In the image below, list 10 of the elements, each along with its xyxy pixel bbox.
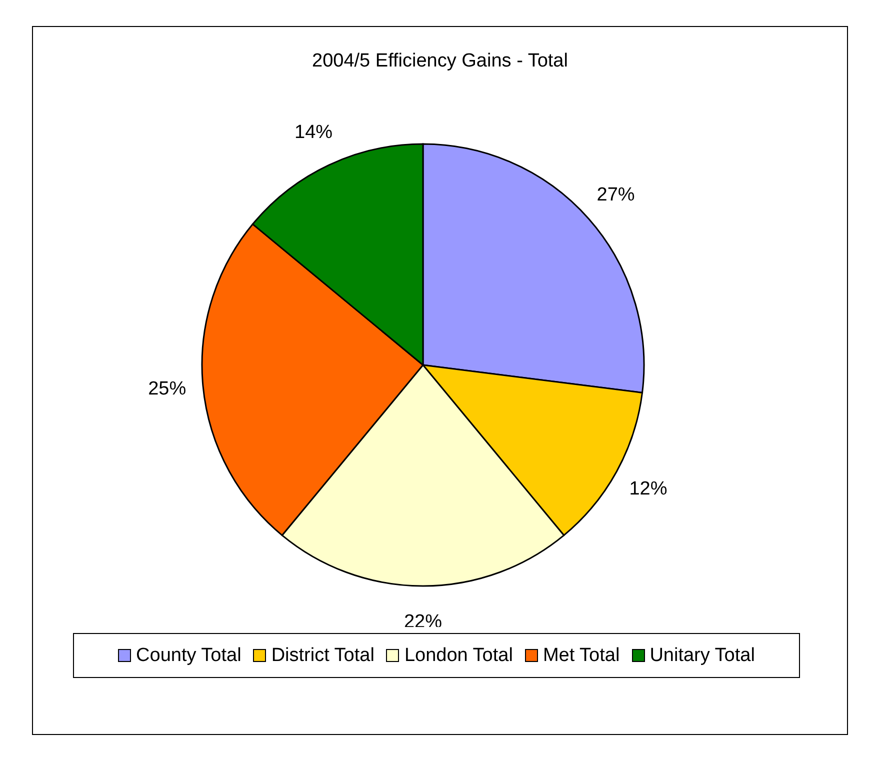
legend-label: District Total <box>271 644 374 666</box>
data-label: 12% <box>629 478 668 500</box>
legend-label: Met Total <box>542 644 620 666</box>
data-label: 25% <box>148 378 186 400</box>
legend-label: County Total <box>136 644 242 666</box>
legend-label: Unitary Total <box>650 644 755 666</box>
data-label: 27% <box>596 184 635 206</box>
chart-title: 2004/5 Efficiency Gains - Total <box>312 50 568 72</box>
legend-label: London Total <box>404 644 513 666</box>
data-label: 14% <box>294 122 333 143</box>
